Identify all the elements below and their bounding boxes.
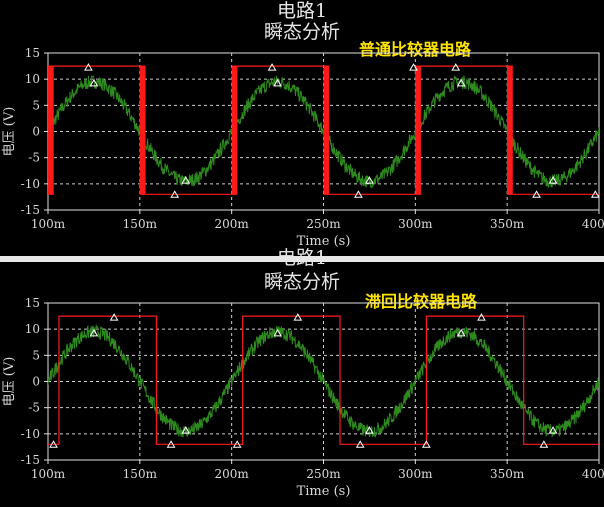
series-line-comparator: [48, 315, 599, 445]
x-tick-label: 100m: [31, 467, 66, 481]
data-marker: [84, 63, 93, 71]
chart-panel-top: 电路1 瞬态分析 普通比较器电路 100m 150m 200m 250m 300m 350…: [2, 0, 604, 249]
data-marker: [89, 328, 99, 337]
x-tick-label: 400m: [582, 217, 604, 231]
y-axis-label: 电压 (V): [2, 107, 17, 157]
data-marker: [166, 440, 176, 448]
y-tick-label: 15: [25, 46, 40, 60]
y-tick-label: 0: [32, 125, 40, 139]
x-tick-label: 150m: [123, 467, 158, 481]
chart-title: 电路1: [276, 0, 328, 22]
panel-divider: [0, 256, 604, 262]
y-tick-label: 15: [25, 296, 40, 310]
data-marker: [273, 328, 282, 337]
data-marker: [181, 176, 191, 184]
y-tick-label: 0: [32, 375, 40, 389]
y-tick-label: 5: [32, 348, 40, 362]
data-marker: [539, 440, 549, 448]
data-marker: [548, 176, 558, 184]
data-marker: [477, 313, 486, 321]
x-axis-label: Time (s): [297, 484, 351, 499]
data-marker: [365, 176, 374, 184]
chart-panel-bottom: 电路1 瞬态分析 滞回比较器电路 100m 150m 200m 250m 300m 350…: [0, 247, 604, 507]
data-marker: [355, 440, 365, 448]
x-tick-label: 350m: [490, 217, 525, 231]
y-tick-label: -5: [28, 401, 40, 415]
data-marker: [293, 313, 303, 321]
data-marker: [421, 440, 431, 448]
data-marker: [181, 426, 191, 434]
series-line-sine: [48, 323, 599, 438]
data-marker: [232, 440, 242, 448]
chart-subtitle: 瞬态分析: [263, 21, 340, 43]
x-tick-label: 350m: [490, 467, 525, 481]
x-tick-label: 250m: [306, 467, 341, 481]
series-line-comparator: [48, 65, 599, 195]
data-marker: [548, 426, 558, 434]
y-tick-label: 5: [32, 98, 40, 112]
chart-subtitle: 瞬态分析: [263, 271, 340, 293]
y-axis-label: 电压 (V): [2, 357, 17, 407]
data-marker: [49, 440, 58, 448]
x-tick-label: 100m: [31, 217, 66, 231]
x-tick-label: 150m: [123, 217, 158, 231]
data-marker: [273, 78, 282, 87]
x-tick-label: 200m: [215, 217, 250, 231]
y-tick-label: -10: [21, 177, 40, 191]
x-tick-label: 200m: [215, 467, 250, 481]
x-tick-label: 300m: [398, 467, 433, 481]
data-marker: [365, 426, 374, 434]
chart-annotation: 滞回比较器电路: [365, 292, 478, 311]
data-marker: [170, 190, 180, 198]
plot-area: [48, 65, 599, 195]
data-marker: [451, 63, 461, 71]
data-marker: [354, 190, 363, 198]
x-axis-label: Time (s): [297, 234, 351, 249]
y-tick-label: -15: [21, 203, 40, 217]
chart-plot-bottom: 100m 150m 200m 250m 300m 350m 400m 15 10 5 0 -5 -10 -…: [2, 296, 604, 499]
chart-title: 电路1: [276, 247, 328, 269]
y-tick-label: -10: [21, 427, 40, 441]
data-marker: [532, 190, 541, 198]
data-marker: [267, 63, 277, 71]
x-tick-label: 300m: [398, 217, 433, 231]
y-tick-label: -15: [21, 453, 40, 467]
plot-area: [48, 315, 599, 445]
y-tick-label: -5: [28, 151, 40, 165]
chart-plot-top: 100m 150m 200m 250m 300m 350m 400m 15 10 5 0 -5 -10 -…: [2, 46, 604, 249]
y-tick-label: 10: [25, 72, 40, 86]
x-tick-label: 400m: [582, 467, 604, 481]
chart-annotation: 普通比较器电路: [359, 40, 472, 59]
data-marker: [590, 190, 600, 198]
x-tick-label: 250m: [306, 217, 341, 231]
data-marker: [89, 78, 99, 87]
y-tick-label: 10: [25, 322, 40, 336]
data-marker: [409, 63, 418, 71]
data-marker: [456, 78, 466, 87]
data-marker: [109, 313, 119, 321]
data-marker: [456, 328, 466, 337]
